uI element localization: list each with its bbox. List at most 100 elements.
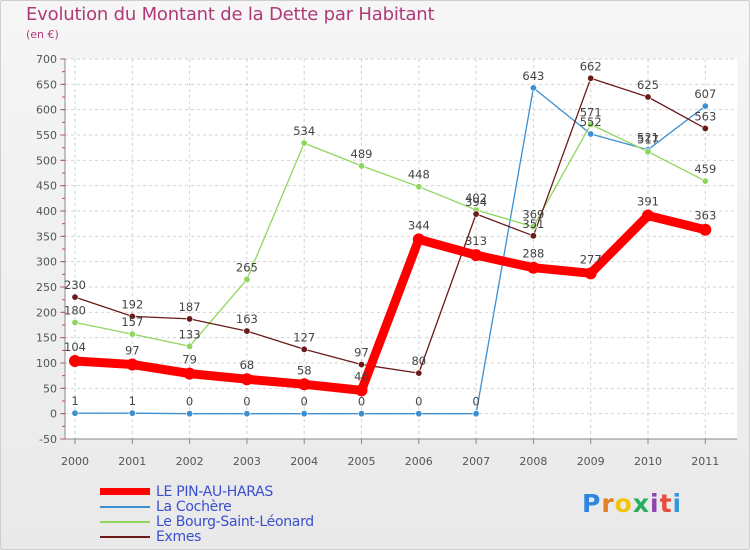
x-tick-label: 2000 [61, 455, 89, 468]
data-label: 552 [580, 115, 602, 129]
legend-swatch [100, 506, 150, 508]
data-point [587, 74, 595, 82]
data-label: 313 [465, 234, 487, 248]
logo-letter: i [650, 489, 660, 518]
data-label: 104 [64, 340, 86, 354]
legend-label: LE PIN-AU-HARAS [156, 484, 273, 500]
data-point [470, 249, 483, 262]
legend-item-le-bourg-saint-leonard: Le Bourg-Saint-Léonard [100, 514, 420, 530]
data-label: 97 [125, 344, 140, 358]
data-point [584, 267, 597, 280]
data-point [243, 327, 251, 335]
data-label: 391 [637, 195, 659, 209]
data-point [527, 261, 540, 274]
data-label: 58 [297, 363, 312, 377]
series-line-1 [74, 87, 706, 415]
data-label: 363 [694, 209, 716, 223]
data-point [128, 409, 136, 417]
y-tick-label: 100 [36, 357, 57, 370]
y-tick-label: 500 [36, 154, 57, 167]
data-point [529, 223, 537, 231]
data-point [186, 410, 194, 418]
x-tick-label: 2004 [290, 455, 318, 468]
data-label: 68 [240, 358, 255, 372]
data-label: 607 [694, 87, 716, 101]
series-lines [70, 77, 710, 415]
legend-label: Le Bourg-Saint-Léonard [156, 514, 314, 530]
y-tick-label: 200 [36, 306, 57, 319]
data-label: 265 [236, 260, 258, 274]
legend-swatch [100, 488, 150, 495]
y-tick-label: 550 [36, 129, 57, 142]
data-label: 187 [179, 300, 201, 314]
data-label: 288 [522, 247, 544, 261]
data-label: 133 [179, 327, 201, 341]
x-tick-label: 2011 [691, 455, 719, 468]
data-label: 97 [354, 346, 369, 360]
data-point [126, 358, 139, 371]
data-point [240, 373, 253, 386]
y-tick-label: -50 [39, 433, 57, 446]
data-point [71, 293, 79, 301]
x-tick-label: 2007 [462, 455, 490, 468]
data-label: 369 [522, 208, 544, 222]
data-label: 0 [472, 395, 479, 409]
y-tick-label: 700 [36, 53, 57, 66]
data-labels: 1 1 0 0 0 0 0 0 643 552 521 607 180 157 133 265 534 489 44… [64, 59, 716, 408]
legend-label: Exmes [156, 529, 202, 545]
legend-item-exmes: Exmes [100, 529, 420, 545]
data-point [642, 209, 654, 222]
series-line-0 [70, 211, 710, 395]
data-point [243, 275, 251, 283]
data-point [699, 223, 712, 236]
data-point [415, 369, 423, 377]
logo-letter: t [659, 489, 673, 518]
x-tick-label: 2001 [118, 455, 146, 468]
data-label: 157 [121, 315, 143, 329]
data-label: 277 [580, 252, 602, 266]
y-tick-label: 0 [50, 408, 57, 421]
y-tick-label: 300 [36, 256, 57, 269]
data-label: 394 [465, 195, 487, 209]
data-label: 0 [415, 395, 422, 409]
data-point [183, 367, 196, 380]
logo-letter: i [672, 489, 683, 518]
data-point [644, 148, 652, 156]
data-point [300, 139, 308, 147]
x-tick-label: 2008 [519, 455, 547, 468]
data-point [128, 312, 136, 320]
x-tick-label: 2005 [348, 455, 376, 468]
data-point [355, 384, 368, 397]
data-point [71, 318, 79, 326]
data-point [529, 232, 537, 240]
data-point [701, 124, 709, 132]
data-label: 180 [64, 303, 86, 317]
data-label: 163 [236, 312, 258, 326]
data-label: 448 [408, 168, 430, 182]
x-tick-label: 2002 [176, 455, 204, 468]
data-point [587, 120, 595, 128]
data-point [701, 102, 709, 110]
data-label: 517 [637, 133, 659, 147]
data-point [472, 410, 480, 418]
plot-area [65, 59, 737, 439]
data-point [186, 315, 194, 323]
data-label: 459 [694, 162, 716, 176]
data-label: 489 [351, 147, 373, 161]
x-tick-label: 2003 [233, 455, 261, 468]
data-label: 643 [522, 69, 544, 83]
data-label: 571 [580, 105, 602, 119]
axes [60, 58, 737, 444]
data-point [472, 210, 480, 218]
x-tick-label: 2006 [405, 455, 433, 468]
data-label: 1 [71, 394, 78, 408]
chart-title: Evolution du Montant de la Dette par Hab… [26, 4, 435, 25]
logo-letter: o [614, 489, 633, 518]
data-label: 344 [408, 218, 430, 232]
logo-letter: x [632, 489, 650, 518]
data-label: 127 [293, 330, 315, 344]
data-point [357, 410, 365, 418]
y-tick-label: 400 [36, 205, 57, 218]
data-label: 0 [358, 395, 365, 409]
